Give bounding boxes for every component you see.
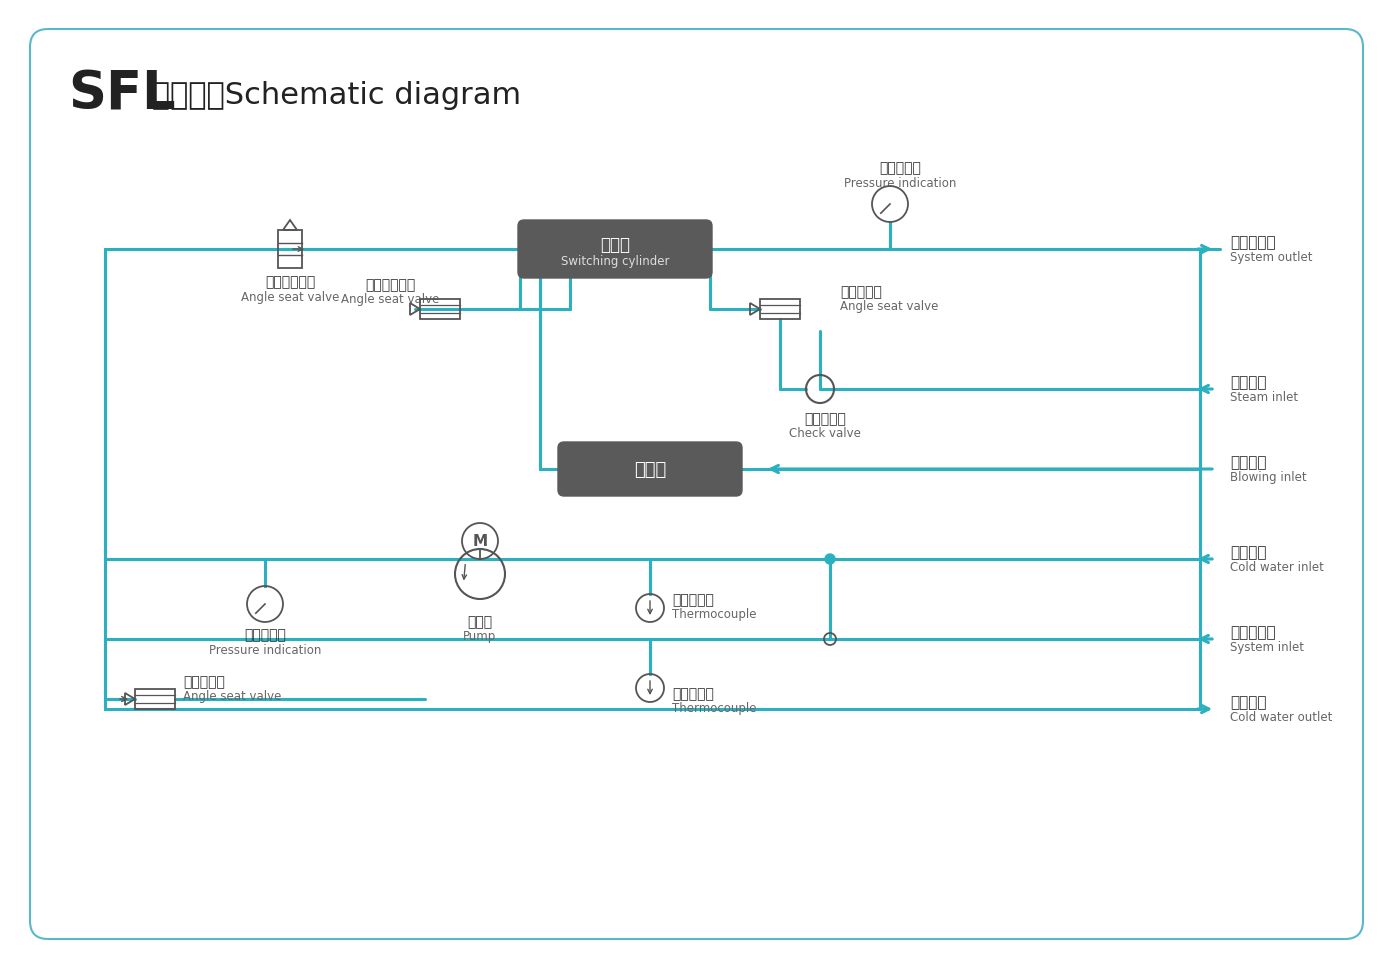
Text: 吹气角座阀: 吹气角座阀 [840, 285, 882, 298]
Text: 回水热电偶: 回水热电偶 [671, 686, 713, 701]
Text: 冷水热电偶: 冷水热电偶 [671, 592, 713, 607]
Text: Steam inlet: Steam inlet [1230, 391, 1298, 404]
Text: Angle seat valve: Angle seat valve [182, 690, 281, 703]
Text: 切换缸: 切换缸 [600, 235, 630, 254]
Text: 原理图：Schematic diagram: 原理图：Schematic diagram [142, 80, 521, 109]
Text: 出水压力表: 出水压力表 [879, 161, 921, 174]
Text: Angle seat valve: Angle seat valve [341, 294, 439, 306]
Text: Angle seat valve: Angle seat valve [241, 291, 338, 303]
Text: 系统回水口: 系统回水口 [1230, 625, 1276, 640]
Text: Angle seat valve: Angle seat valve [840, 300, 939, 313]
Text: Thermocouple: Thermocouple [671, 608, 756, 621]
Text: System outlet: System outlet [1230, 251, 1312, 265]
Text: 冷水压力表: 冷水压力表 [244, 627, 286, 641]
Bar [761, 299, 800, 320]
Text: 吹气止回阀: 吹气止回阀 [804, 412, 846, 425]
Text: Pressure indication: Pressure indication [209, 643, 322, 656]
Text: Cold water outlet: Cold water outlet [1230, 711, 1332, 724]
FancyBboxPatch shape [31, 30, 1362, 939]
Text: 吹气入口: 吹气入口 [1230, 455, 1266, 470]
Text: Pump: Pump [464, 629, 497, 642]
Text: Switching cylinder: Switching cylinder [561, 255, 669, 268]
Text: 冷水出口: 冷水出口 [1230, 695, 1266, 709]
Text: 蒸汽入口: 蒸汽入口 [1230, 375, 1266, 391]
Bar [135, 689, 176, 709]
Text: Pressure indication: Pressure indication [844, 176, 956, 190]
Circle shape [825, 554, 834, 564]
Text: 冷水入角座阀: 冷水入角座阀 [265, 275, 315, 289]
Text: System inlet: System inlet [1230, 641, 1304, 654]
Text: 冷水泵: 冷水泵 [468, 614, 493, 628]
Text: 回水角座阀: 回水角座阀 [182, 674, 224, 688]
FancyBboxPatch shape [518, 221, 712, 279]
Text: M: M [472, 534, 488, 548]
Text: Check valve: Check valve [788, 426, 861, 440]
Text: Thermocouple: Thermocouple [671, 702, 756, 715]
Text: 热水出角座阀: 热水出角座阀 [365, 278, 415, 292]
Bar [279, 231, 302, 268]
Text: Cold water inlet: Cold water inlet [1230, 561, 1323, 574]
Text: Blowing inlet: Blowing inlet [1230, 471, 1307, 484]
Text: SFL: SFL [68, 69, 176, 121]
Text: 系统出水口: 系统出水口 [1230, 235, 1276, 250]
Bar [421, 299, 460, 320]
Text: 冷水入口: 冷水入口 [1230, 545, 1266, 560]
FancyBboxPatch shape [559, 443, 742, 496]
Text: 缓冲缸: 缓冲缸 [634, 460, 666, 479]
